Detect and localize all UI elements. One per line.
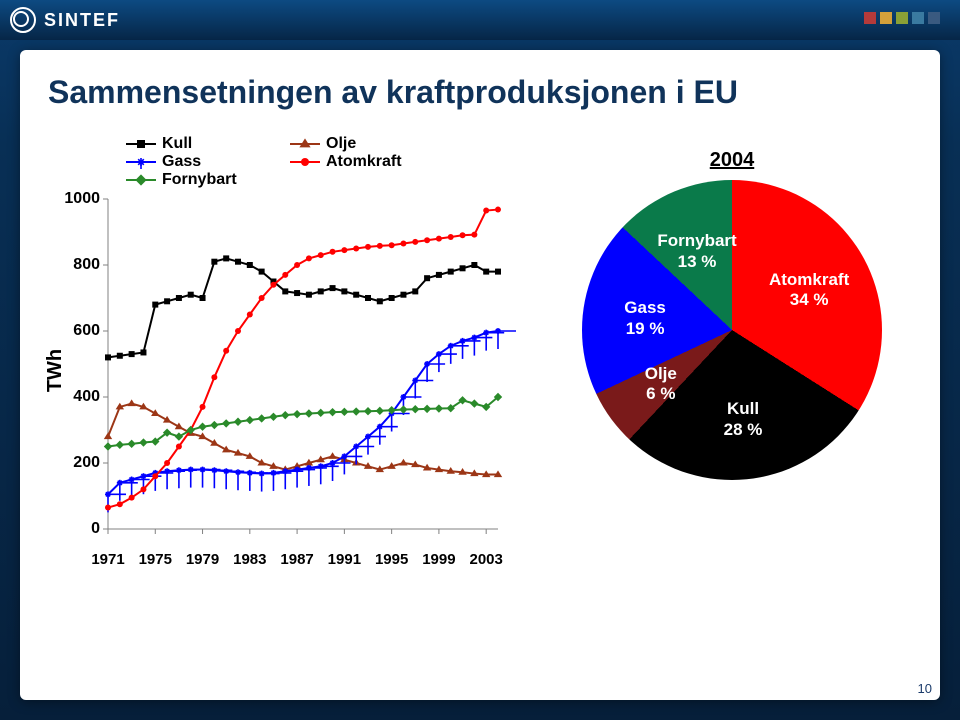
x-tick: 1975 bbox=[139, 551, 172, 568]
x-tick: 1987 bbox=[280, 551, 313, 568]
legend-item: Fornybart bbox=[126, 171, 266, 189]
topbar-dots bbox=[864, 12, 940, 24]
y-tick: 800 bbox=[73, 256, 100, 274]
slide-content: TWh KullOljeGassAtomkraftFornybart 02004… bbox=[48, 129, 912, 669]
legend-item: Atomkraft bbox=[290, 153, 430, 171]
pie-chart: 2004 Atomkraft34 % Kull28 %Olje6 % Gass19 … bbox=[552, 149, 912, 569]
pie-slice-label: Atomkraft34 % bbox=[764, 270, 854, 311]
page-number: 10 bbox=[918, 681, 932, 696]
line-chart-svg bbox=[48, 129, 518, 589]
x-tick: 1983 bbox=[233, 551, 266, 568]
pie-slice-label: Gass19 % bbox=[600, 298, 690, 339]
y-tick: 600 bbox=[73, 322, 100, 340]
brand-text: SINTEF bbox=[44, 10, 120, 31]
y-tick: 400 bbox=[73, 388, 100, 406]
x-tick: 1979 bbox=[186, 551, 219, 568]
y-tick: 1000 bbox=[64, 190, 100, 208]
x-tick: 2003 bbox=[469, 551, 502, 568]
legend-item: Olje bbox=[290, 135, 430, 153]
slide-card: Sammensetningen av kraftproduksjonen i E… bbox=[20, 50, 940, 700]
brand-icon bbox=[10, 7, 36, 33]
pie-slice-label: Fornybart13 % bbox=[652, 231, 742, 272]
x-tick: 1991 bbox=[328, 551, 361, 568]
pie-year: 2004 bbox=[552, 149, 912, 172]
legend-item: Gass bbox=[126, 153, 266, 171]
x-tick: 1971 bbox=[91, 551, 124, 568]
pie-body: Atomkraft34 % Kull28 %Olje6 % Gass19 % Forn… bbox=[582, 180, 882, 480]
topbar: SINTEF bbox=[0, 0, 960, 40]
x-tick: 1999 bbox=[422, 551, 455, 568]
line-chart: TWh KullOljeGassAtomkraftFornybart 02004… bbox=[48, 129, 518, 589]
pie-slice-label: Kull28 % bbox=[698, 399, 788, 440]
y-tick: 0 bbox=[91, 520, 100, 538]
brand-logo: SINTEF bbox=[10, 7, 120, 33]
y-tick: 200 bbox=[73, 454, 100, 472]
pie-slice-label: Olje6 % bbox=[616, 364, 706, 405]
chart-legend: Kull Olje Gass Atomkraft Fornybart bbox=[126, 135, 430, 189]
x-tick: 1995 bbox=[375, 551, 408, 568]
legend-item: Kull bbox=[126, 135, 266, 153]
slide-title: Sammensetningen av kraftproduksjonen i E… bbox=[48, 74, 912, 111]
